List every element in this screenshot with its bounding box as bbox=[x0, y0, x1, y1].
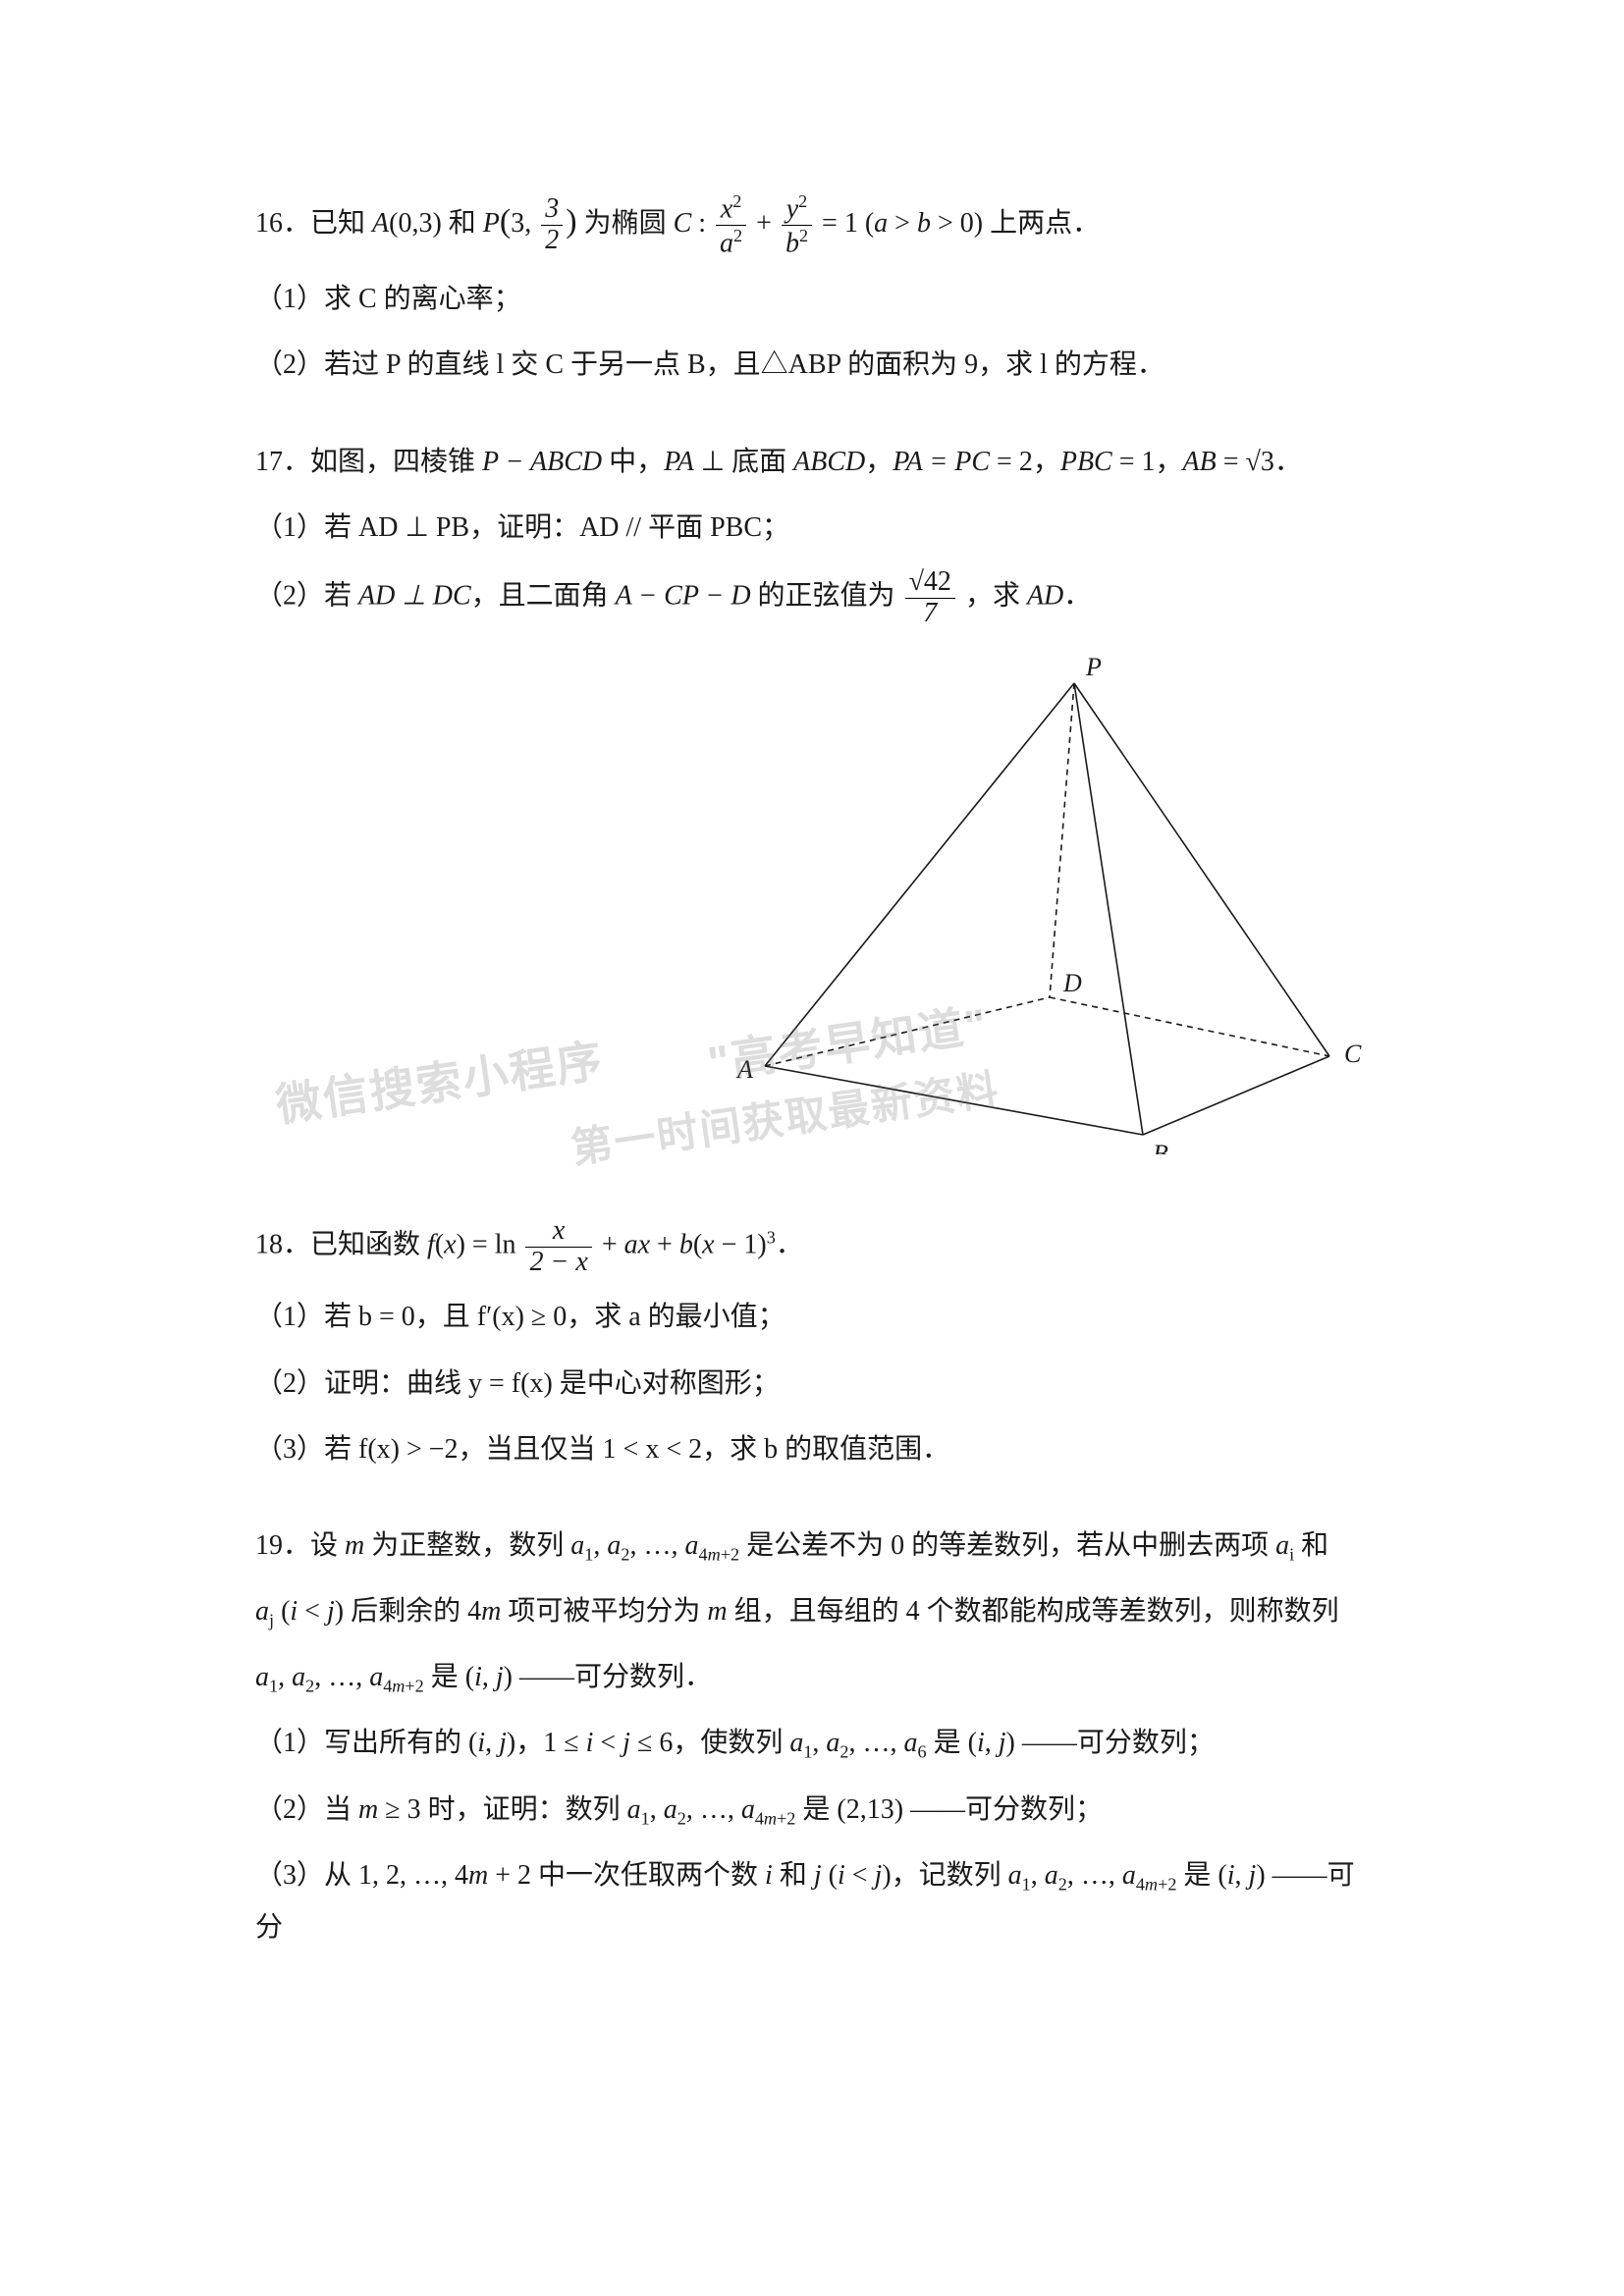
q19-part2: （2）当 m ≥ 3 时，证明：数列 a1, a2, …, a4m+2 是 (2… bbox=[255, 1784, 1369, 1836]
question-16: 16．已知 A(0,3) 和 P(3, 32) 为椭圆 C : x2a2 + y… bbox=[255, 190, 1369, 392]
q19-stem-l2: aj (i < j) 后剩余的 4m 项可被平均分为 m 组，且每组的 4 个数… bbox=[255, 1585, 1369, 1637]
q19-part3: （3）从 1, 2, …, 4m + 2 中一次任取两个数 i 和 j (i <… bbox=[255, 1849, 1369, 1953]
pyramid-diagram: P A B C D bbox=[662, 644, 1369, 1154]
question-19: 19．设 m 为正整数，数列 a1, a2, …, a4m+2 是公差不为 0 … bbox=[255, 1520, 1369, 1953]
q18-part1: （1）若 b = 0，且 f′(x) ≥ 0，求 a 的最小值； bbox=[255, 1291, 1369, 1343]
q17-diagram-container: P A B C D bbox=[255, 644, 1369, 1172]
q18-number: 18． bbox=[255, 1229, 310, 1259]
q17-part1: （1）若 AD ⊥ PB，证明：AD // 平面 PBC； bbox=[255, 502, 1369, 554]
q18-part2: （2）证明：曲线 y = f(x) 是中心对称图形； bbox=[255, 1358, 1369, 1410]
exam-page: 微信搜索小程序 "高考早知道" 第一时间获取最新资料 16．已知 A(0,3) … bbox=[0, 0, 1624, 2296]
q18-stem: 18．已知函数 f(x) = ln x2 − x + ax + b(x − 1)… bbox=[255, 1216, 1369, 1278]
q16-stem: 16．已知 A(0,3) 和 P(3, 32) 为椭圆 C : x2a2 + y… bbox=[255, 190, 1369, 259]
svg-text:A: A bbox=[735, 1055, 753, 1084]
svg-text:D: D bbox=[1062, 969, 1082, 997]
q19-number: 19． bbox=[255, 1530, 310, 1561]
q19-stem-l3: a1, a2, …, a4m+2 是 (i, j) ——可分数列． bbox=[255, 1651, 1369, 1703]
q17-stem: 17．如图，四棱锥 P − ABCD 中，PA ⊥ 底面 ABCD，PA = P… bbox=[255, 436, 1369, 488]
question-18: 18．已知函数 f(x) = ln x2 − x + ax + b(x − 1)… bbox=[255, 1216, 1369, 1475]
q19-part1: （1）写出所有的 (i, j)，1 ≤ i < j ≤ 6，使数列 a1, a2… bbox=[255, 1717, 1369, 1769]
q16-part2: （2）若过 P 的直线 l 交 C 于另一点 B，且△ABP 的面积为 9，求 … bbox=[255, 339, 1369, 391]
svg-text:C: C bbox=[1344, 1040, 1362, 1068]
svg-text:B: B bbox=[1153, 1140, 1168, 1154]
q16-part1: （1）求 C 的离心率； bbox=[255, 273, 1369, 325]
q19-stem-l1: 19．设 m 为正整数，数列 a1, a2, …, a4m+2 是公差不为 0 … bbox=[255, 1520, 1369, 1572]
q17-part2: （2）若 AD ⊥ DC，且二面角 A − CP − D 的正弦值为 √427 … bbox=[255, 567, 1369, 629]
q18-part3: （3）若 f(x) > −2，当且仅当 1 < x < 2，求 b 的取值范围． bbox=[255, 1423, 1369, 1475]
svg-text:P: P bbox=[1085, 653, 1102, 681]
q17-number: 17． bbox=[255, 447, 310, 477]
q16-number: 16． bbox=[255, 208, 310, 239]
question-17: 17．如图，四棱锥 P − ABCD 中，PA ⊥ 底面 ABCD，PA = P… bbox=[255, 436, 1369, 1172]
